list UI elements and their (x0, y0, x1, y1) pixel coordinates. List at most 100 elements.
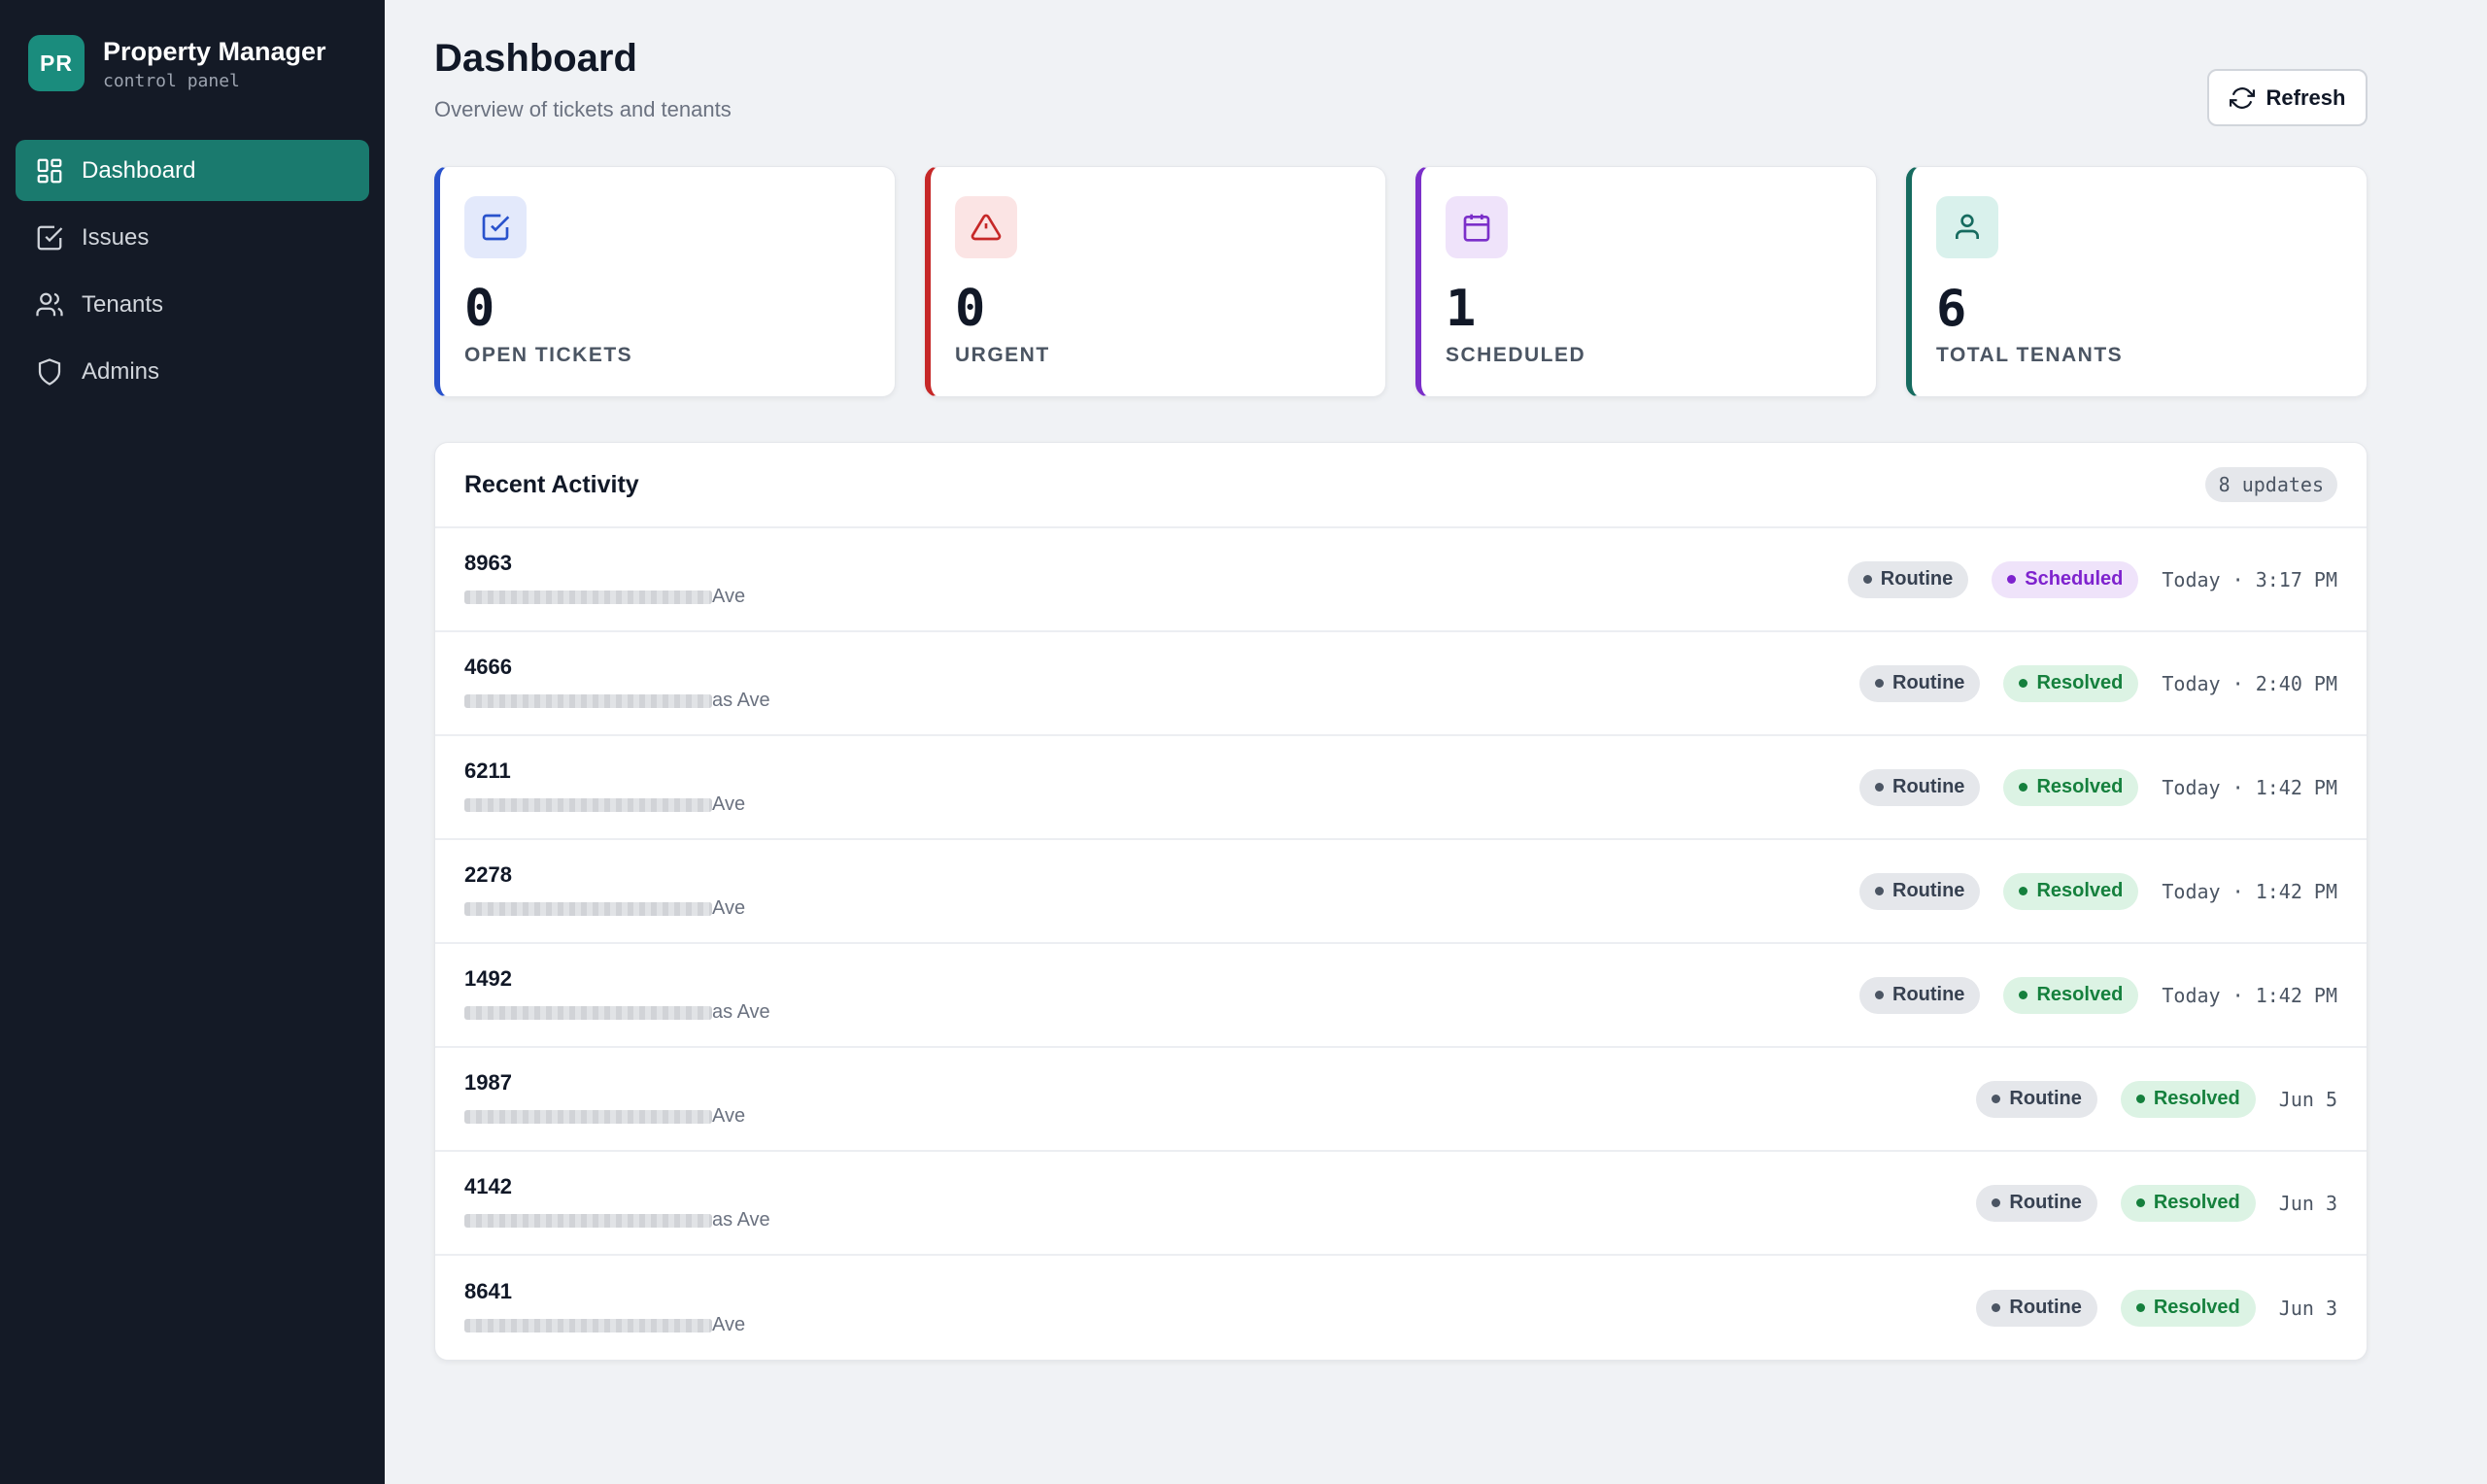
ticket-address: Ave (464, 793, 745, 816)
stat-icon-bg (955, 196, 1017, 258)
address-suffix: Ave (712, 1105, 746, 1127)
sidebar-item-label: Admins (82, 357, 160, 385)
brand-logo: PR (28, 35, 85, 91)
priority-label: Routine (1892, 984, 1965, 1005)
priority-label: Routine (2009, 1088, 2082, 1109)
status-badge: Resolved (2120, 1184, 2256, 1222)
brand: PR Property Manager control panel (28, 35, 369, 91)
priority-label: Routine (1892, 776, 1965, 797)
row-left: 1987 Ave (464, 1070, 745, 1128)
ticket-address: as Ave (464, 1209, 770, 1231)
stat-value: 0 (464, 280, 495, 338)
dot-icon (2135, 1198, 2145, 1207)
sidebar-item-admins[interactable]: Admins (16, 341, 369, 402)
sidebar: PR Property Manager control panel Dashbo… (0, 0, 385, 1484)
status-badge: Resolved (2003, 664, 2139, 702)
status-label: Resolved (2036, 880, 2124, 901)
row-left: 1492 as Ave (464, 966, 770, 1024)
activity-row[interactable]: 1987 Ave Routine Resolved Jun 5 (435, 1048, 2367, 1152)
redacted-address (464, 1005, 712, 1020)
stat-icon-bg (1936, 196, 1998, 258)
activity-row[interactable]: 4142 as Ave Routine Resolved Jun 3 (435, 1152, 2367, 1256)
redacted-address (464, 797, 712, 812)
activity-row[interactable]: 4666 as Ave Routine Resolved Today · 2:40 PM (435, 632, 2367, 736)
timestamp: Today · 1:42 PM (2162, 983, 2337, 1007)
stat-icon-bg (1446, 196, 1508, 258)
timestamp: Jun 3 (2278, 1296, 2337, 1320)
priority-badge: Routine (1859, 872, 1981, 910)
dot-icon (2019, 679, 2028, 688)
refresh-icon (2229, 86, 2255, 109)
ticket-address: Ave (464, 586, 745, 608)
address-suffix: Ave (712, 1314, 746, 1335)
dot-icon (2019, 783, 2028, 792)
priority-badge: Routine (1859, 664, 1981, 702)
activity-title: Recent Activity (464, 470, 639, 498)
row-right: Routine Resolved Today · 1:42 PM (1836, 768, 2337, 806)
address-suffix: as Ave (712, 690, 770, 711)
activity-row[interactable]: 8963 Ave Routine Scheduled Today · 3:17 PM (435, 528, 2367, 632)
stat-card-urgent: 0 URGENT (925, 166, 1386, 397)
stat-value: 1 (1446, 280, 1477, 338)
dot-icon (1875, 783, 1884, 792)
address-suffix: as Ave (712, 1209, 770, 1231)
activity-row[interactable]: 6211 Ave Routine Resolved Today · 1:42 PM (435, 736, 2367, 840)
address-suffix: as Ave (712, 1001, 770, 1023)
dot-icon (1875, 887, 1884, 895)
ticket-address: as Ave (464, 1001, 770, 1024)
ticket-id: 8641 (464, 1279, 512, 1303)
redacted-address (464, 901, 712, 916)
activity-row[interactable]: 2278 Ave Routine Resolved Today · 1:42 PM (435, 840, 2367, 944)
dot-icon (2019, 887, 2028, 895)
row-left: 8963 Ave (464, 551, 745, 608)
brand-title: Property Manager (103, 36, 326, 66)
stat-card-total-tenants: 6 TOTAL TENANTS (1906, 166, 2368, 397)
users-icon (36, 292, 63, 316)
ticket-id: 2278 (464, 862, 512, 887)
redacted-address (464, 1109, 712, 1124)
status-badge: Resolved (2003, 976, 2139, 1014)
row-right: Routine Resolved Today · 1:42 PM (1836, 872, 2337, 910)
status-label: Resolved (2153, 1088, 2240, 1109)
sidebar-item-label: Dashboard (82, 156, 196, 184)
stat-card-open-tickets: 0 OPEN TICKETS (434, 166, 896, 397)
row-left: 2278 Ave (464, 862, 745, 920)
alert-triangle-icon (971, 214, 1002, 241)
row-left: 4142 as Ave (464, 1174, 770, 1231)
sidebar-item-tenants[interactable]: Tenants (16, 274, 369, 335)
ticket-address: Ave (464, 1105, 745, 1128)
sidebar-item-issues[interactable]: Issues (16, 207, 369, 268)
redacted-address (464, 1213, 712, 1228)
row-right: Routine Resolved Today · 2:40 PM (1836, 664, 2337, 702)
stat-label: TOTAL TENANTS (1936, 344, 2124, 366)
dashboard-icon (37, 158, 62, 183)
refresh-button[interactable]: Refresh (2207, 69, 2368, 126)
updates-count-badge: 8 updates (2204, 467, 2337, 502)
brand-subtitle: control panel (103, 70, 240, 91)
checkbox-icon (37, 225, 63, 250)
sidebar-item-label: Tenants (82, 290, 164, 318)
row-right: Routine Resolved Today · 1:42 PM (1836, 976, 2337, 1014)
redacted-address (464, 590, 712, 604)
dot-icon (2007, 575, 2017, 584)
status-badge: Scheduled (1992, 560, 2139, 598)
dot-icon (2019, 991, 2028, 999)
user-icon (1956, 214, 1979, 239)
check-square-icon (482, 214, 510, 241)
redacted-address (464, 693, 712, 708)
row-right: Routine Resolved Jun 3 (1953, 1289, 2337, 1327)
priority-badge: Routine (1859, 768, 1981, 806)
dot-icon (1862, 575, 1872, 584)
row-left: 8641 Ave (464, 1279, 745, 1336)
dot-icon (2135, 1095, 2145, 1103)
status-badge: Resolved (2003, 768, 2139, 806)
row-right: Routine Scheduled Today · 3:17 PM (1824, 560, 2337, 598)
ticket-id: 1987 (464, 1070, 512, 1095)
address-suffix: Ave (712, 793, 746, 815)
activity-row[interactable]: 8641 Ave Routine Resolved Jun 3 (435, 1256, 2367, 1360)
row-right: Routine Resolved Jun 5 (1953, 1080, 2337, 1118)
activity-row[interactable]: 1492 as Ave Routine Resolved Today · 1:42 PM (435, 944, 2367, 1048)
priority-label: Routine (1892, 880, 1965, 901)
activity-header: Recent Activity 8 updates (435, 443, 2367, 528)
sidebar-item-dashboard[interactable]: Dashboard (16, 140, 369, 201)
